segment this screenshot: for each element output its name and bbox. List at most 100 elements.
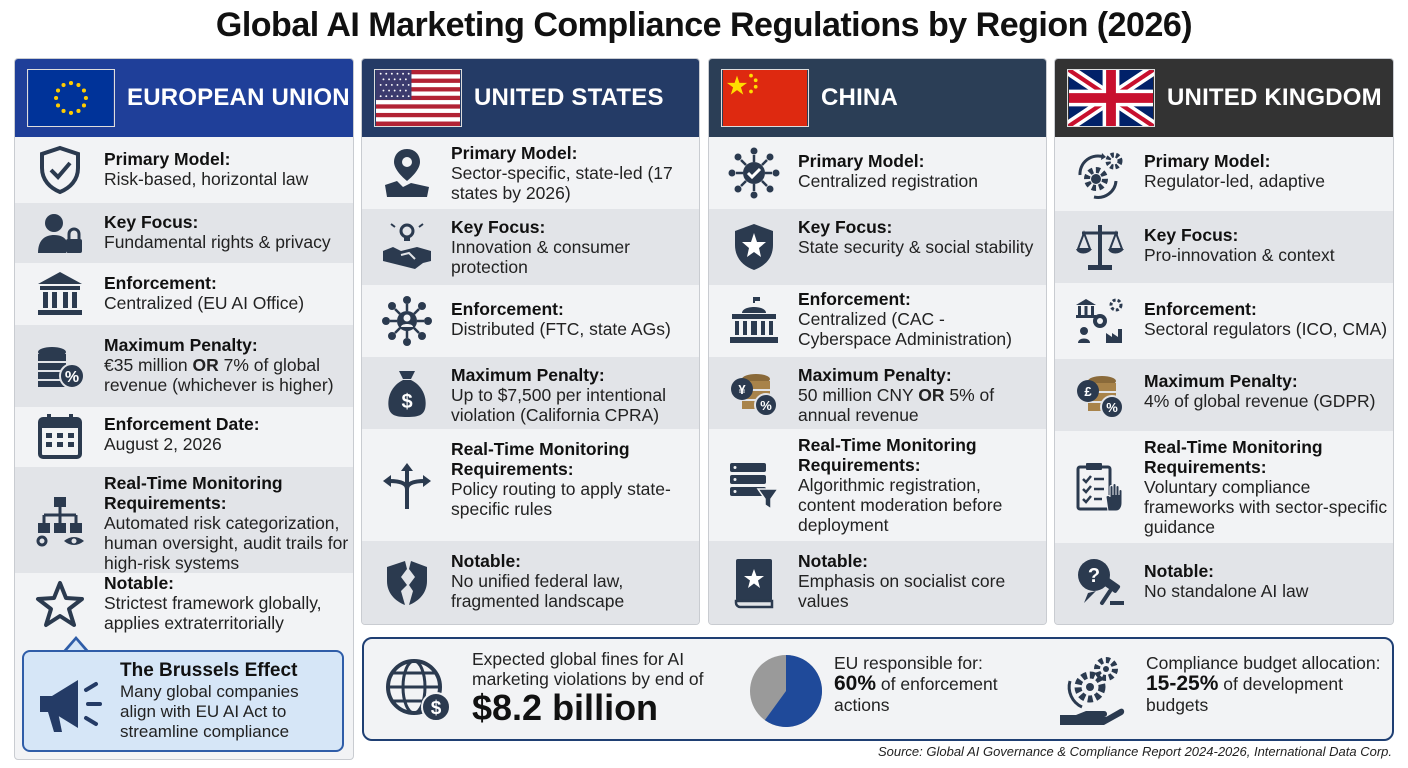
row-label: Enforcement: — [104, 273, 217, 293]
svg-text:$: $ — [401, 391, 412, 413]
row-value: 4% of global revenue (GDPR) — [1144, 391, 1376, 411]
row-value: Risk-based, horizontal law — [104, 169, 309, 189]
row-value: No unified federal law, fragmented lands… — [451, 571, 625, 611]
stat-fines-value: $8.2 billion — [472, 687, 659, 728]
row-primary-model: Primary Model: Risk-based, horizontal law — [15, 137, 353, 203]
row-value: No standalone AI law — [1144, 581, 1309, 601]
row-value: Strictest framework globally, applies ex… — [104, 593, 322, 633]
row-label: Primary Model: — [104, 149, 231, 169]
capitol-building-icon — [723, 293, 785, 349]
gear-hand-icon — [1056, 651, 1134, 729]
network-person-icon — [376, 293, 438, 349]
stat-fines-text: Expected global fines for AI marketing v… — [472, 649, 704, 689]
source-citation: Source: Global AI Governance & Complianc… — [877, 744, 1392, 759]
row-enforcement: Enforcement: Centralized (CAC - Cyberspac… — [709, 285, 1046, 357]
row-label: Enforcement: — [1144, 299, 1257, 319]
row-label: Primary Model: — [1144, 151, 1271, 171]
region-header: UNITED KINGDOM — [1055, 59, 1393, 137]
row-label: Key Focus: — [1144, 225, 1239, 245]
row-value: Sector-specific, state-led (17 states by… — [451, 163, 673, 203]
region-name: UNITED STATES — [474, 84, 664, 111]
broken-shield-icon — [376, 555, 438, 611]
row-value: Centralized (EU AI Office) — [104, 293, 305, 313]
row-notable: Notable: Strictest framework globally, ap… — [15, 573, 353, 637]
row-enforcement: Enforcement: Sectoral regulators (ICO, CM… — [1055, 283, 1393, 359]
us-flag-icon — [374, 69, 462, 127]
stat-budget-post: of development budgets — [1146, 674, 1343, 715]
row-label: Key Focus: — [451, 217, 546, 237]
calendar-icon — [29, 412, 91, 462]
user-lock-icon — [29, 208, 91, 258]
row-value: Innovation & consumer protection — [451, 237, 630, 277]
row-maximum-penalty: £% Maximum Penalty: 4% of global revenue … — [1055, 359, 1393, 431]
row-maximum-penalty: % Maximum Penalty: €35 million OR 7% of g… — [15, 325, 353, 407]
row-notable: ? Notable: No standalone AI law — [1055, 543, 1393, 624]
row-label: Enforcement Date: — [104, 414, 260, 434]
pie-chart-icon — [748, 653, 824, 729]
row-value: Fundamental rights & privacy — [104, 232, 331, 252]
svg-text:¥: ¥ — [738, 382, 746, 397]
row-value: Centralized (CAC - Cyberspace Administra… — [798, 309, 1012, 349]
row-value: Pro-innovation & context — [1144, 245, 1335, 265]
shield-check-icon — [29, 145, 91, 195]
svg-text:?: ? — [1088, 565, 1100, 587]
row-notable: Notable: Emphasis on socialist core value… — [709, 541, 1046, 624]
column-united-kingdom: UNITED KINGDOM Primary Model: Regulator-l… — [1054, 58, 1394, 625]
book-star-icon — [723, 555, 785, 611]
svg-text:%: % — [1106, 400, 1118, 415]
region-name: UNITED KINGDOM — [1167, 84, 1382, 111]
row-real-time-monitoring: Real-Time Monitoring Requirements: Algori… — [709, 429, 1046, 541]
row-label: Real-Time Monitoring Requirements: — [104, 473, 283, 513]
row-label: Key Focus: — [104, 212, 199, 232]
stat-budget-pre: Compliance budget allocation: — [1146, 653, 1381, 673]
row-label: Notable: — [798, 551, 868, 571]
row-primary-model: Primary Model: Sector-specific, state-led… — [362, 137, 699, 209]
question-gavel-icon: ? — [1069, 555, 1131, 611]
row-enforcement-date: Enforcement Date: August 2, 2026 — [15, 407, 353, 467]
callout-body: Many global companies align with EU AI A… — [120, 682, 299, 741]
row-value: Automated risk categorization, human ove… — [104, 513, 349, 573]
stat-eu-value: 60% — [834, 672, 877, 695]
row-label: Enforcement: — [798, 289, 911, 309]
gear-cycle-icon — [1069, 147, 1131, 203]
row-value: €35 million OR 7% of global revenue (whi… — [104, 355, 334, 395]
row-key-focus: Key Focus: Fundamental rights & privacy — [15, 203, 353, 263]
stat-eu-pre: EU responsible for: — [834, 653, 983, 673]
row-maximum-penalty: ¥% Maximum Penalty: 50 million CNY OR 5% … — [709, 357, 1046, 429]
row-value: 50 million CNY OR 5% of annual revenue — [798, 385, 995, 425]
row-label: Notable: — [451, 551, 521, 571]
government-building-icon — [29, 269, 91, 319]
row-key-focus: Key Focus: State security & social stabil… — [709, 209, 1046, 285]
column-european-union: EUROPEAN UNION Primary Model: Risk-based,… — [14, 58, 354, 760]
region-name: CHINA — [821, 84, 898, 111]
row-label: Primary Model: — [798, 151, 925, 171]
svg-text:£: £ — [1084, 384, 1092, 399]
money-bag-icon: $ — [376, 365, 438, 421]
row-value: Distributed (FTC, state AGs) — [451, 319, 671, 339]
row-value: Voluntary compliance frameworks with sec… — [1144, 477, 1388, 537]
stat-eu-post: of enforcement actions — [834, 674, 998, 715]
row-label: Maximum Penalty: — [451, 365, 605, 385]
svg-text:$: $ — [431, 698, 442, 719]
row-label: Real-Time Monitoring Requirements: — [1144, 437, 1323, 477]
row-label: Maximum Penalty: — [1144, 371, 1298, 391]
star-icon — [29, 579, 91, 631]
server-filter-icon — [723, 455, 785, 515]
row-label: Enforcement: — [451, 299, 564, 319]
column-china: CHINA Primary Model: Centralized registra… — [708, 58, 1047, 625]
row-label: Real-Time Monitoring Requirements: — [451, 439, 630, 479]
callout-title: The Brussels Effect — [120, 660, 298, 681]
pound-coins-icon: £% — [1069, 367, 1131, 423]
china-flag-icon — [721, 69, 809, 127]
row-label: Maximum Penalty: — [798, 365, 952, 385]
row-value: Centralized registration — [798, 171, 978, 191]
row-enforcement: Enforcement: Centralized (EU AI Office) — [15, 263, 353, 325]
row-label: Real-Time Monitoring Requirements: — [798, 435, 977, 475]
region-header: UNITED STATES — [362, 59, 699, 137]
stat-budget-value: 15-25% — [1146, 672, 1219, 695]
row-value: Regulator-led, adaptive — [1144, 171, 1325, 191]
row-value: Sectoral regulators (ICO, CMA) — [1144, 319, 1388, 339]
row-value: August 2, 2026 — [104, 434, 222, 454]
globe-dollar-icon: $ — [382, 655, 454, 725]
row-value: State security & social stability — [798, 237, 1034, 257]
